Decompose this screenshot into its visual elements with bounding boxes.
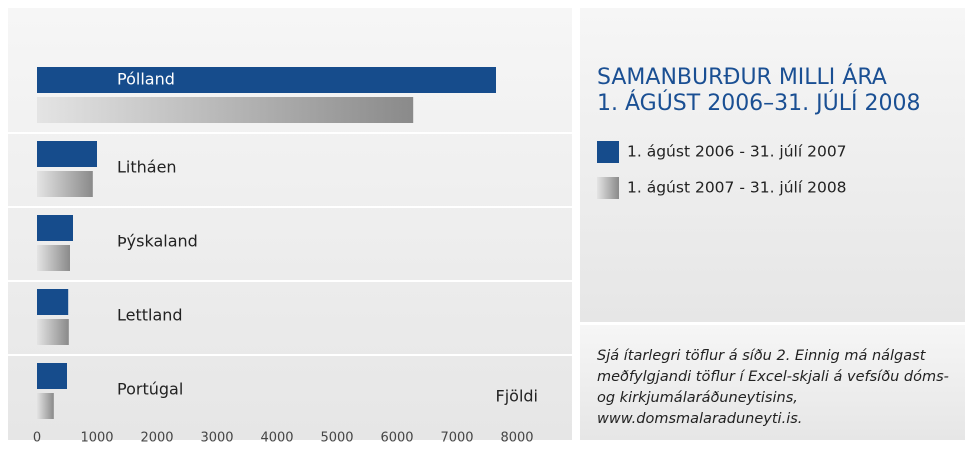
category-label: Portúgal (117, 380, 183, 399)
legend-swatch (597, 141, 619, 163)
category-label: Litháen (117, 158, 177, 177)
chart-subtitle: 1. ÁGÚST 2006–31. JÚLÍ 2008 (597, 90, 920, 116)
x-tick-label: 1000 (80, 431, 113, 446)
bar (37, 97, 414, 123)
legend-swatch (597, 177, 619, 199)
legend-label: 1. ágúst 2007 - 31. júlí 2008 (627, 179, 847, 197)
bar (37, 141, 97, 167)
bar (37, 393, 54, 419)
bar (37, 171, 93, 197)
category-label: Pólland (117, 70, 175, 89)
legend-label: 1. ágúst 2006 - 31. júlí 2007 (627, 143, 847, 161)
legend-panel (580, 8, 965, 322)
bar (37, 319, 69, 345)
x-axis-label: Fjöldi (496, 387, 538, 406)
chart-title: SAMANBURÐUR MILLI ÁRA (597, 64, 887, 90)
category-label: Þýskaland (117, 232, 198, 251)
bar (37, 67, 496, 93)
x-tick-label: 3000 (200, 431, 233, 446)
x-tick-label: 0 (33, 431, 41, 446)
x-tick-label: 4000 (260, 431, 293, 446)
bar (37, 363, 67, 389)
note-panel (580, 325, 965, 440)
x-tick-label: 7000 (440, 431, 473, 446)
x-tick-label: 2000 (140, 431, 173, 446)
bar (37, 215, 73, 241)
x-tick-label: 5000 (320, 431, 353, 446)
note: Sjá ítarlegri töflur á síðu 2. Einnig má… (597, 348, 949, 427)
x-tick-label: 8000 (500, 431, 533, 446)
category-label: Lettland (117, 306, 183, 325)
bar (37, 245, 70, 271)
x-tick-label: 6000 (380, 431, 413, 446)
bar (37, 289, 69, 315)
